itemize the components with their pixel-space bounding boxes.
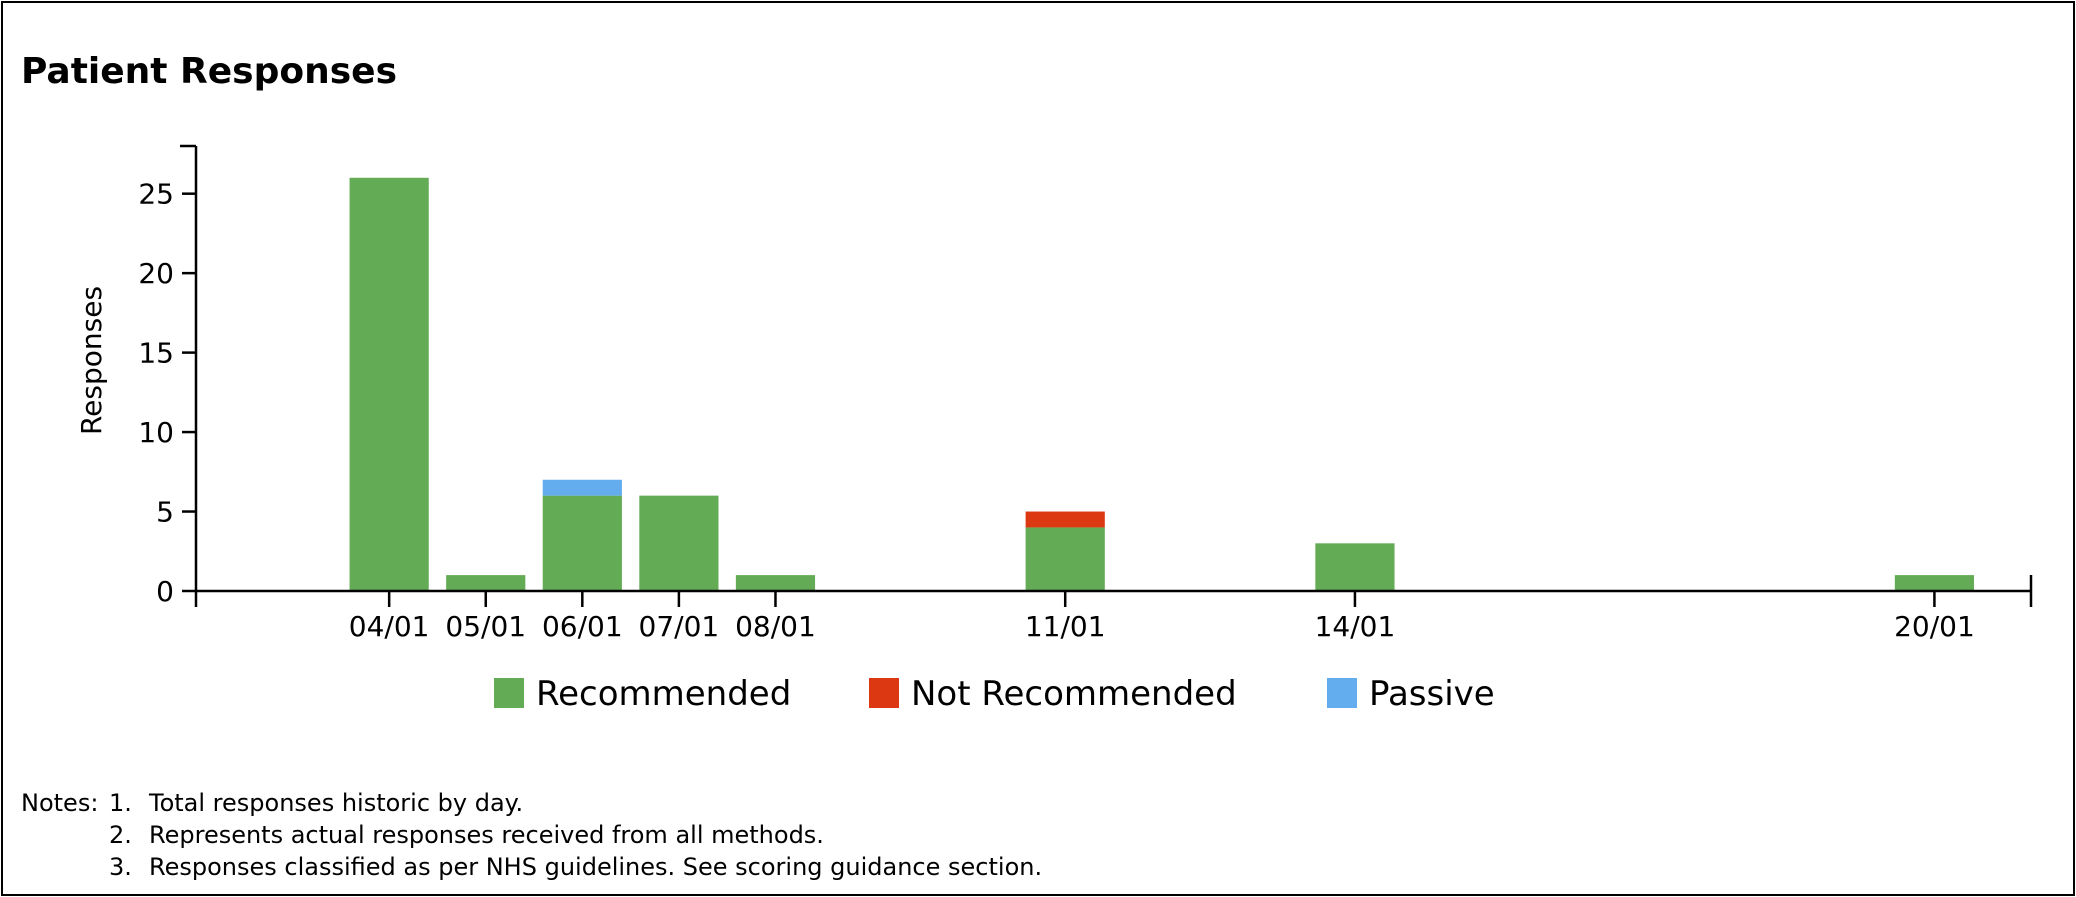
y-tick-label: 5 [156, 496, 174, 529]
bar-recommended [1894, 575, 1975, 591]
note-text: Responses classified as per NHS guidelin… [149, 853, 1043, 881]
bar-recommended [542, 495, 622, 591]
note-number: 2. [109, 821, 132, 849]
bar-recommended [1315, 543, 1395, 591]
notes-label: Notes: [21, 789, 99, 817]
bar-recommended [639, 495, 719, 591]
bar-not-recommended [1025, 511, 1105, 528]
legend-label: Passive [1369, 674, 1495, 714]
y-tick-label: 25 [138, 178, 174, 211]
bar-recommended [1025, 527, 1105, 591]
chart-title: Patient Responses [21, 51, 398, 92]
note-number: 3. [109, 853, 132, 881]
note-text: Represents actual responses received fro… [149, 821, 824, 849]
note-row: 3. Responses classified as per NHS guide… [21, 851, 1042, 883]
note-row: Notes: 1. Total responses historic by da… [21, 787, 1042, 819]
x-tick-label: 06/01 [542, 610, 623, 643]
x-tick-label: 20/01 [1894, 610, 1975, 643]
x-tick-label: 04/01 [349, 610, 430, 643]
bar-recommended [349, 177, 429, 592]
note-text: Total responses historic by day. [149, 789, 524, 817]
y-tick-label: 0 [156, 575, 174, 608]
y-tick-label: 20 [138, 257, 174, 290]
legend-label: Recommended [536, 674, 791, 714]
y-axis-label: Responses [75, 286, 108, 435]
x-tick-label: 07/01 [639, 610, 720, 643]
x-tick-label: 14/01 [1315, 610, 1396, 643]
notes-section: Notes: 1. Total responses historic by da… [21, 787, 1042, 883]
legend-label: Not Recommended [911, 674, 1237, 714]
bar-recommended [735, 575, 816, 591]
y-tick-label: 10 [138, 416, 174, 449]
x-tick-label: 05/01 [445, 610, 526, 643]
bar-recommended [446, 575, 526, 591]
y-tick-label: 15 [138, 337, 174, 370]
note-number: 1. [109, 789, 132, 817]
legend-swatch [869, 678, 899, 708]
legend-swatch [1327, 678, 1357, 708]
bar-passive [542, 479, 622, 496]
note-row: 2. Represents actual responses received … [21, 819, 1042, 851]
x-tick-label: 11/01 [1025, 610, 1106, 643]
x-tick-label: 08/01 [735, 610, 816, 643]
chart-area: 0 5 10 15 20 25 04/01 05/01 06/01 07/01 08/01 11/01… [75, 144, 2033, 714]
legend-swatch [494, 678, 524, 708]
